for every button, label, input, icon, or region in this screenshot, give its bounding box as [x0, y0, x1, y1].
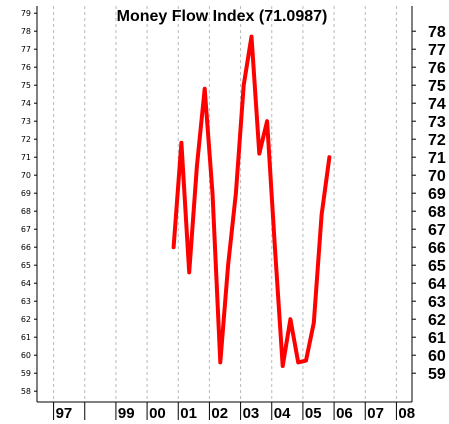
left-tick-label: 60: [21, 351, 31, 360]
left-tick-label: 65: [21, 261, 31, 270]
x-axis: 97 99 00 01 02 03 04 05 06 07 08: [37, 401, 415, 422]
x-tick-label: 03: [243, 405, 260, 422]
grid-lines: [53, 6, 397, 402]
x-tick-label: 99: [118, 405, 135, 422]
x-tick-label: 01: [180, 405, 197, 422]
right-tick-label: 75: [428, 78, 446, 95]
x-tick-label: 08: [398, 405, 415, 422]
left-tick-label: 63: [21, 297, 31, 306]
x-tick-label: 07: [367, 405, 384, 422]
left-tick-label: 73: [21, 117, 31, 126]
left-tick-label: 77: [21, 45, 31, 54]
right-tick-label: 67: [428, 222, 446, 239]
series-layer: [171, 34, 332, 368]
right-tick-label: 62: [428, 312, 446, 329]
x-tick-label: 06: [336, 405, 353, 422]
left-tick-label: 75: [21, 81, 31, 90]
right-tick-label: 70: [428, 168, 446, 185]
left-y-axis: 79 78 77 76 75 74 73 72 71 70 69 68 67 66 65 64 63 62 61 60…: [21, 6, 38, 402]
x-tick-label: 05: [305, 405, 322, 422]
right-tick-label: 74: [428, 96, 446, 113]
right-tick-label: 73: [428, 114, 446, 131]
right-tick-label: 77: [428, 42, 446, 59]
x-tick-label: 97: [56, 405, 73, 422]
left-tick-label: 79: [21, 9, 31, 18]
left-tick-label: 58: [21, 387, 31, 396]
left-tick-label: 69: [21, 189, 31, 198]
left-tick-label: 61: [21, 333, 31, 342]
right-tick-label: 68: [428, 204, 446, 221]
right-tick-label: 63: [428, 294, 446, 311]
left-tick-label: 64: [21, 279, 31, 288]
left-tick-label: 67: [21, 225, 31, 234]
right-tick-label: 71: [428, 150, 446, 167]
right-tick-label: 66: [428, 240, 446, 257]
left-tick-label: 71: [21, 153, 31, 162]
left-tick-label: 78: [21, 27, 31, 36]
left-tick-label: 59: [21, 369, 31, 378]
left-tick-label: 66: [21, 243, 31, 252]
left-tick-label: 72: [21, 135, 31, 144]
left-tick-label: 74: [21, 99, 31, 108]
left-tick-label: 62: [21, 315, 31, 324]
right-tick-label: 78: [428, 24, 446, 41]
right-tick-label: 65: [428, 258, 446, 275]
right-tick-label: 61: [428, 330, 446, 347]
right-tick-label: 69: [428, 186, 446, 203]
mfi-series-line: [171, 34, 332, 368]
left-tick-label: 68: [21, 207, 31, 216]
right-tick-label: 72: [428, 132, 446, 149]
right-tick-label: 76: [428, 60, 446, 77]
x-tick-label: 00: [149, 405, 166, 422]
chart-title: Money Flow Index (71.0987): [117, 8, 328, 25]
x-tick-label: 02: [211, 405, 228, 422]
left-tick-label: 76: [21, 63, 31, 72]
left-tick-label: 70: [21, 171, 31, 180]
right-tick-label: 59: [428, 366, 446, 383]
right-tick-label: 60: [428, 348, 446, 365]
right-tick-label: 64: [428, 276, 446, 293]
x-tick-label: 04: [274, 405, 291, 422]
